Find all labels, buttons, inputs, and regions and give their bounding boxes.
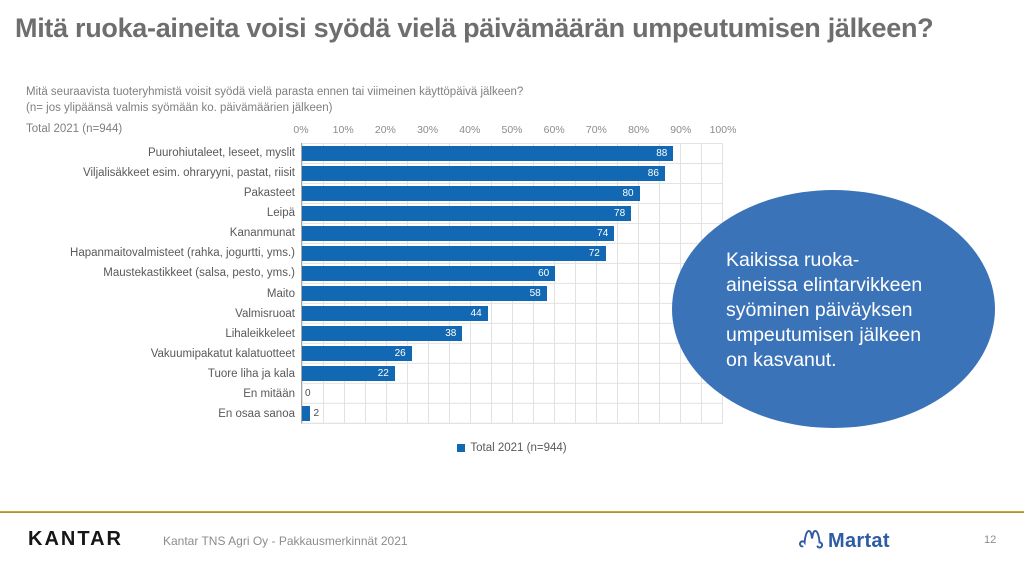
- category-label: Puurohiutaleet, leseet, myslit: [147, 147, 295, 160]
- bar-value-label: 88: [656, 147, 668, 159]
- category-label: Kananmunat: [229, 227, 295, 240]
- legend-label: Total 2021 (n=944): [470, 442, 567, 454]
- bar: [302, 366, 395, 382]
- category-label: Hapanmaitovalmisteet (rahka, jogurtti, y…: [70, 247, 295, 260]
- bar-value-label: 38: [445, 328, 457, 340]
- bar: [302, 245, 606, 261]
- bar-value-label: 86: [647, 167, 659, 179]
- bar: [302, 286, 547, 302]
- x-axis-tick: 20%: [374, 124, 396, 136]
- bar-value-label: 44: [470, 308, 482, 320]
- callout-line: on kasvanut.: [726, 349, 837, 371]
- callout-text: Kaikissa ruoka-aineissa elintarvikkeen sy…: [726, 248, 966, 373]
- bar: [302, 185, 640, 201]
- kantar-logo: KANTAR: [28, 528, 123, 550]
- x-axis-tick: 30%: [417, 124, 439, 136]
- page-title: Mitä ruoka-aineita voisi syödä vielä päi…: [15, 13, 934, 43]
- bar: [302, 165, 665, 181]
- bar-value-label: 2: [313, 408, 319, 420]
- series-total-label: Total 2021 (n=944): [26, 123, 123, 135]
- bar: [302, 306, 488, 322]
- category-label: En mitään: [243, 387, 295, 400]
- legend-swatch: [457, 444, 466, 452]
- bar-value-label: 78: [614, 207, 626, 219]
- bar: [302, 406, 311, 422]
- chart-subtitle: Mitä seuraavista tuoteryhmistä voisit sy…: [26, 84, 523, 116]
- callout-line: Kaikissa ruoka-: [726, 249, 860, 271]
- category-axis-labels: Puurohiutaleet, leseet, myslit Viljalisäk…: [0, 143, 295, 424]
- bar-value-label: 74: [597, 227, 609, 239]
- bar: [302, 326, 463, 342]
- bar-value-label: 80: [622, 187, 634, 199]
- x-axis-tick: 40%: [459, 124, 481, 136]
- bar-chart-plot: 88 86 80 78 74 72 60 58 44 38 26 22 0 2: [301, 143, 723, 424]
- chart-subtitle-line-1: Mitä seuraavista tuoteryhmistä voisit sy…: [26, 86, 524, 98]
- category-label: Pakasteet: [243, 187, 295, 200]
- category-label: En osaa sanoa: [218, 407, 295, 420]
- x-axis-tick: 100%: [709, 124, 737, 136]
- callout-line: umpeutumisen jälkeen: [726, 324, 922, 346]
- x-axis-tick: 50%: [501, 124, 523, 136]
- category-label: Vakuumipakatut kalatuotteet: [150, 347, 295, 360]
- x-axis-tick: 10%: [332, 124, 354, 136]
- category-label: Maito: [266, 287, 295, 300]
- category-label: Viljalisäkkeet esim. ohraryyni, pastat, …: [83, 167, 295, 180]
- page-number: 12: [984, 534, 997, 546]
- bar: [302, 145, 674, 161]
- x-axis-tick: 60%: [543, 124, 565, 136]
- chart-legend: Total 2021 (n=944): [301, 442, 723, 454]
- bar-value-label: 72: [588, 247, 600, 259]
- chart-subtitle-line-2: (n= jos ylipäänsä valmis syömään ko. päi…: [26, 102, 333, 114]
- category-label: Leipä: [266, 207, 295, 220]
- category-label: Maustekastikkeet (salsa, pesto, yms.): [103, 267, 295, 280]
- x-axis-tick: 90%: [670, 124, 692, 136]
- callout-ellipse: Kaikissa ruoka-aineissa elintarvikkeen sy…: [672, 190, 995, 428]
- category-label: Lihaleikkeleet: [225, 327, 295, 340]
- x-axis-ticks: 0% 10% 20% 30% 40% 50% 60% 70% 80% 90% 100%: [293, 124, 736, 138]
- martat-m-icon: [797, 527, 824, 555]
- callout-line: syöminen päiväyksen: [726, 299, 913, 321]
- bar-value-label: 60: [538, 267, 550, 279]
- bar: [302, 265, 556, 281]
- callout-line: aineissa elintarvikkeen: [726, 274, 923, 296]
- category-label: Tuore liha ja kala: [207, 367, 295, 380]
- footer-divider: [0, 511, 1024, 513]
- bar-value-label: 22: [377, 368, 389, 380]
- x-axis-tick: 80%: [628, 124, 650, 136]
- x-axis-tick: 70%: [585, 124, 607, 136]
- martat-wordmark: Martat: [828, 529, 890, 552]
- source-text: Kantar TNS Agri Oy - Pakkausmerkinnät 20…: [163, 534, 408, 548]
- bar: [302, 346, 412, 362]
- bar-value-label: 58: [529, 288, 541, 300]
- x-axis-tick: 0%: [293, 124, 309, 136]
- bar-value-label: 0: [305, 388, 311, 400]
- bar: [302, 205, 632, 221]
- martat-logo: Martat: [797, 527, 890, 555]
- bar-value-label: 26: [394, 348, 406, 360]
- bar: [302, 225, 615, 241]
- category-label: Valmisruoat: [235, 307, 295, 320]
